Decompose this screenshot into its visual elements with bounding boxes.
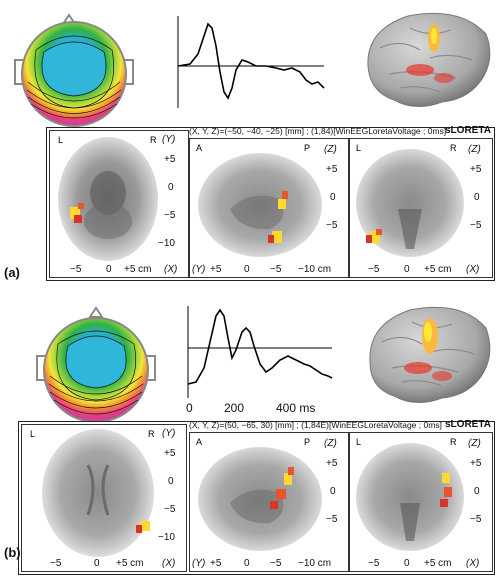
sagittal-ztick: +5 [326, 164, 338, 175]
sagittal-p-label: P [304, 437, 310, 447]
brain-3d-b [369, 306, 491, 403]
sagittal-xtick: +5 [210, 264, 222, 275]
coronal-r-label: R [450, 143, 457, 153]
axial-xaxis-label: (X) [162, 558, 176, 569]
axial-xtick: +5 cm [116, 558, 144, 569]
sagittal-xtick: −10 cm [298, 558, 332, 569]
coronal-ztick: −5 [470, 220, 482, 231]
axial-ytick: −5 [164, 504, 176, 515]
axial-xtick: 0 [106, 264, 112, 275]
sagittal-ztick: 0 [330, 192, 336, 203]
sagittal-xtick: −10 cm [298, 264, 332, 275]
sagittal-xtick: +5 [210, 558, 222, 569]
axial-view-a: L R (Y) +5 0 −5 −10 −5 0 +5 cm (X) [49, 130, 189, 278]
coronal-xtick: 0 [404, 558, 410, 569]
brain-slices-panel-a: L R (Y) +5 0 −5 −10 −5 0 +5 cm (X) (X, Y… [46, 125, 495, 281]
sagittal-zaxis-label: (Z) [324, 438, 337, 449]
coronal-xaxis-label: (X) [466, 558, 480, 569]
method-label-b: sLORETA [445, 419, 491, 430]
axial-ytick: 0 [168, 476, 174, 487]
coronal-xtick: 0 [404, 264, 410, 275]
coronal-ztick: 0 [474, 192, 480, 203]
axial-xaxis-label: (X) [164, 264, 178, 275]
coronal-ztick: −5 [470, 514, 482, 525]
brain-3d-a [367, 12, 491, 107]
sagittal-xtick: −5 [270, 264, 282, 275]
axial-l-label: L [30, 429, 35, 439]
coronal-zaxis-label: (Z) [468, 144, 481, 155]
panel-label-b: (b) [4, 545, 21, 560]
sagittal-xtick: 0 [244, 558, 250, 569]
scalp-map-b [36, 306, 156, 423]
axial-yaxis-label: (Y) [162, 428, 176, 439]
coronal-r-label: R [450, 437, 457, 447]
time-tick: 400 ms [276, 401, 316, 415]
coronal-xtick: +5 cm [424, 264, 452, 275]
sagittal-xaxis-label: (Y) [192, 264, 206, 275]
coronal-ztick: +5 [470, 458, 482, 469]
axial-ytick: −5 [164, 210, 176, 221]
axial-ytick: +5 [164, 448, 176, 459]
axial-xtick: +5 cm [124, 264, 152, 275]
coronal-view-a: L R (Z) +5 0 −5 −5 0 +5 cm (X) [349, 138, 493, 278]
time-tick: 0 [186, 401, 193, 415]
sagittal-ztick: −5 [326, 514, 338, 525]
coronal-xtick: +5 cm [424, 558, 452, 569]
sagittal-a-label: A [196, 437, 202, 447]
axial-view-b: L R (Y) +5 0 −5 −10 −5 0 +5 cm (X) [21, 424, 187, 572]
coronal-zaxis-label: (Z) [468, 438, 481, 449]
axial-ytick: +5 [164, 154, 176, 165]
sagittal-p-label: P [304, 143, 310, 153]
waveform-a [177, 16, 325, 108]
axial-ytick: −10 [158, 238, 175, 249]
coronal-view-b: L R (Z) +5 0 −5 −5 0 +5 cm (X) [349, 432, 493, 572]
coronal-xtick: −5 [368, 558, 380, 569]
coronal-l-label: L [356, 143, 361, 153]
scalp-map-a [14, 13, 134, 127]
coronal-ztick: 0 [474, 486, 480, 497]
coronal-ztick: +5 [470, 164, 482, 175]
waveform-b [187, 306, 333, 398]
axial-r-label: R [150, 135, 157, 145]
sagittal-ztick: +5 [326, 458, 338, 469]
sagittal-xaxis-label: (Y) [192, 558, 206, 569]
coronal-l-label: L [356, 437, 361, 447]
sagittal-a-label: A [196, 143, 202, 153]
axial-r-label: R [148, 429, 155, 439]
coronal-xtick: −5 [368, 264, 380, 275]
sagittal-zaxis-label: (Z) [324, 144, 337, 155]
sagittal-ztick: −5 [326, 220, 338, 231]
coords-header-b: (X, Y, Z)=(50, −65, 30) [mm] ; (1,84E)[W… [189, 420, 442, 430]
axial-yaxis-label: (Y) [162, 134, 176, 145]
sagittal-view-a: A P (Z) +5 0 −5 (Y) +5 0 −5 −10 cm [189, 138, 349, 278]
axial-ytick: 0 [168, 182, 174, 193]
axial-xtick: −5 [70, 264, 82, 275]
coronal-xaxis-label: (X) [466, 264, 480, 275]
panel-label-a: (a) [4, 265, 20, 280]
sagittal-view-b: A P (Z) +5 0 −5 (Y) +5 0 −5 −10 cm [189, 432, 349, 572]
time-tick: 200 [224, 401, 245, 415]
sagittal-xtick: 0 [244, 264, 250, 275]
axial-l-label: L [58, 135, 63, 145]
axial-xtick: −5 [50, 558, 62, 569]
axial-ytick: −10 [158, 532, 175, 543]
sagittal-ztick: 0 [330, 486, 336, 497]
axial-xtick: 0 [94, 558, 100, 569]
coords-header-a: (X, Y, Z)=(−50, −40, −25) [mm] ; (1,84)[… [189, 126, 447, 136]
brain-slices-panel-b: L R (Y) +5 0 −5 −10 −5 0 +5 cm (X) (X, Y… [18, 419, 495, 575]
sagittal-xtick: −5 [270, 558, 282, 569]
method-label-a: sLORETA [445, 125, 491, 136]
